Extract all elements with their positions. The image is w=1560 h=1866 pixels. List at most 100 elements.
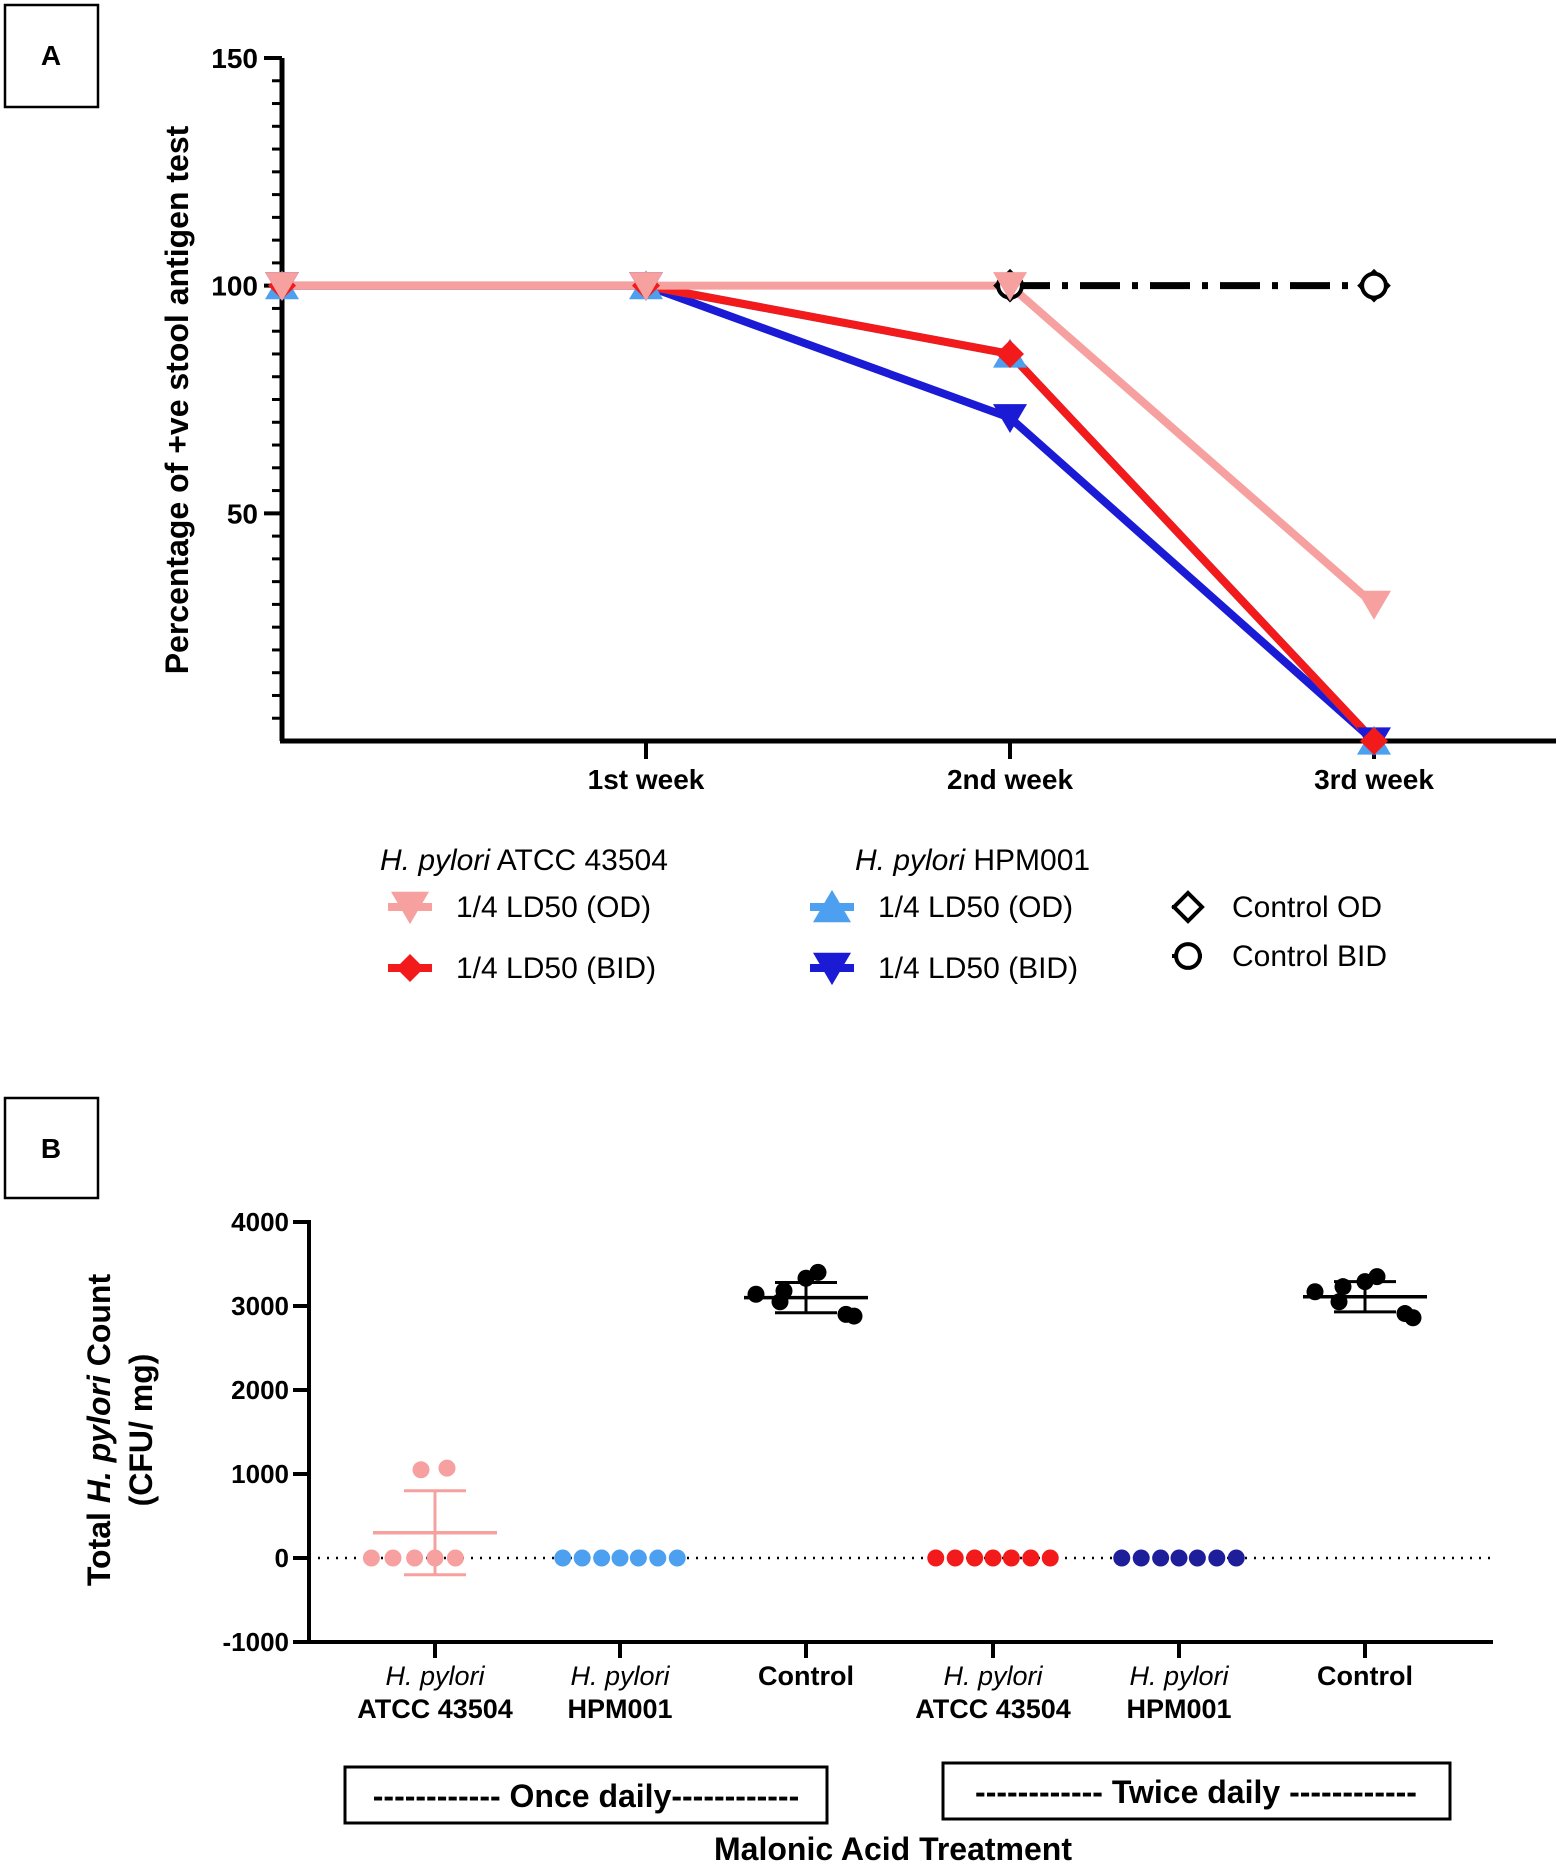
b-data-point (1002, 1549, 1020, 1567)
legend-label: 1/4 LD50 (OD) (878, 891, 1073, 924)
b-data-point (629, 1549, 647, 1567)
legend-group-hpm001: H. pylori HPM001 (855, 844, 1090, 877)
scatter-chart: Total H. pylori Count (CFU/ mg) -1000 0 10… (81, 1207, 1493, 1866)
a-x-axis: 1st week 2nd week 3rd week (588, 741, 1434, 795)
a-point-1 (996, 339, 1024, 368)
b-data-point (927, 1549, 945, 1567)
b-data-point (1113, 1549, 1131, 1567)
a-legend: H. pylori ATCC 43504 H. pylori HPM001 1/… (380, 844, 1387, 986)
b-data-point (1170, 1549, 1188, 1567)
panel-a-label: A (3, 3, 100, 109)
b-y-tick-label: 0 (275, 1543, 289, 1573)
twice-daily-text: ------------ Twice daily ------------ (975, 1774, 1417, 1810)
b-data-point (446, 1549, 464, 1567)
a-x-tick-label: 3rd week (1314, 764, 1434, 795)
b-x-tick-label: Control (1317, 1661, 1413, 1691)
legend-item-4: Control OD (1171, 890, 1382, 924)
twice-daily-bracket: ------------ Twice daily ------------ (941, 1761, 1452, 1821)
b-data-point (845, 1307, 863, 1325)
legend-marker (813, 889, 851, 923)
b-data-point (966, 1549, 984, 1567)
b-data-point (1152, 1549, 1170, 1567)
legend-marker (396, 954, 424, 982)
b-group-2 (744, 1263, 868, 1325)
b-data-point (406, 1549, 424, 1567)
b-x-tick-label: Control (758, 1661, 854, 1691)
b-group-5 (1303, 1268, 1427, 1327)
b-x-tick-label-line1: H. pylori (385, 1661, 485, 1691)
b-data-point (438, 1459, 456, 1477)
legend-label: 1/4 LD50 (OD) (456, 891, 651, 924)
b-data-point (809, 1263, 827, 1281)
a-point-5 (1360, 271, 1388, 300)
b-x-tick-label-line1: H. pylori (570, 1661, 670, 1691)
a-point-3 (993, 404, 1027, 434)
a-series-lines (282, 281, 1377, 744)
b-data-point (984, 1549, 1002, 1567)
b-x-tick-label-line1: H. pylori (943, 1661, 1043, 1691)
a-x-tick-label: 2nd week (947, 764, 1073, 795)
panel-a-letter: A (41, 40, 61, 71)
legend-item-2: 1/4 LD50 (OD) (810, 889, 1073, 924)
b-data-point (573, 1549, 591, 1567)
legend-marker (1174, 942, 1202, 970)
b-data-point (1330, 1293, 1348, 1311)
a-series-line-3 (282, 281, 1377, 744)
b-data-point (611, 1549, 629, 1567)
b-y-axis: -1000 0 1000 2000 3000 4000 (223, 1207, 309, 1657)
b-data-point (1334, 1278, 1352, 1296)
legend-item-3: 1/4 LD50 (BID) (810, 952, 1078, 986)
b-group-1 (554, 1549, 686, 1567)
a-point-0 (265, 272, 299, 301)
b-y-axis-label: Total H. pylori Count (81, 1274, 117, 1587)
b-data-point (771, 1293, 789, 1311)
b-data-point (554, 1549, 572, 1567)
a-y-tick-label: 50 (227, 498, 258, 529)
b-data-point (649, 1549, 667, 1567)
a-x-tick-label: 1st week (588, 764, 705, 795)
b-x-axis-label: Malonic Acid Treatment (714, 1831, 1072, 1866)
once-daily-text: ------------ Once daily------------ (373, 1778, 799, 1814)
legend-item-5: Control BID (1172, 940, 1387, 973)
once-daily-bracket: ------------ Once daily------------ (343, 1765, 829, 1825)
legend-marker (813, 952, 851, 986)
legend-label: 1/4 LD50 (BID) (878, 952, 1078, 985)
legend-label: Control OD (1232, 891, 1382, 924)
b-data-point (1188, 1549, 1206, 1567)
b-group-4 (1113, 1549, 1245, 1567)
b-y-tick-label: 4000 (231, 1207, 289, 1237)
a-y-tick-label: 100 (211, 271, 258, 302)
b-data-point (1041, 1549, 1059, 1567)
b-data-point (1306, 1283, 1324, 1301)
b-data-point (1132, 1549, 1150, 1567)
a-y-axis: 50 100 150 (211, 43, 282, 720)
b-data-point (412, 1461, 430, 1479)
a-point-1 (1360, 727, 1388, 755)
b-data-point (747, 1285, 765, 1303)
legend-item-0: 1/4 LD50 (OD) (388, 891, 651, 925)
b-data-point (1227, 1549, 1245, 1567)
b-data-groups (362, 1263, 1427, 1577)
b-data-point (1404, 1309, 1422, 1327)
a-series-line-0 (282, 281, 1377, 608)
b-data-point (384, 1549, 402, 1567)
b-data-point (946, 1549, 964, 1567)
b-data-point (668, 1549, 686, 1567)
legend-label: 1/4 LD50 (BID) (456, 952, 656, 985)
legend-item-1: 1/4 LD50 (BID) (388, 952, 656, 985)
b-y-tick-label: 3000 (231, 1291, 289, 1321)
legend-marker (1171, 890, 1205, 924)
panel-b-letter: B (41, 1133, 61, 1164)
b-y-tick-label: -1000 (223, 1627, 290, 1657)
b-x-tick-label-line2: ATCC 43504 (357, 1694, 513, 1724)
b-data-point (593, 1549, 611, 1567)
b-x-tick-label-line2: HPM001 (567, 1694, 672, 1724)
b-data-point (1022, 1549, 1040, 1567)
b-group-3 (927, 1549, 1059, 1567)
legend-marker (391, 891, 429, 925)
b-x-tick-label-line2: HPM001 (1126, 1694, 1231, 1724)
b-data-point (362, 1549, 380, 1567)
a-point-0 (993, 272, 1027, 301)
